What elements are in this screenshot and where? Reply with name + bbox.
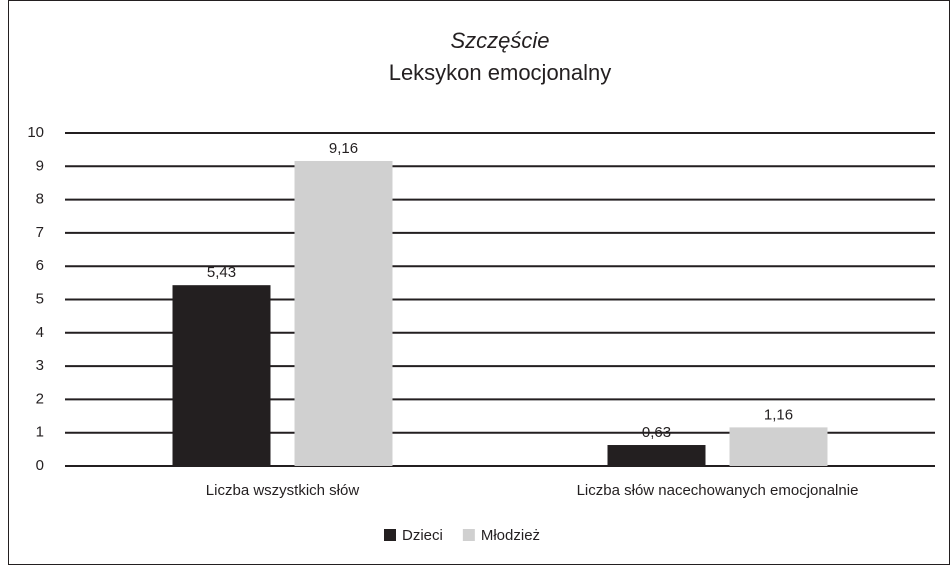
y-tick-label: 5: [36, 290, 44, 307]
bar: [294, 160, 393, 467]
legend-label: Dzieci: [402, 527, 443, 544]
legend-swatch: [462, 529, 475, 541]
bar: [172, 285, 271, 466]
y-tick-label: 6: [36, 257, 44, 274]
y-tick-label: 1: [36, 424, 44, 441]
value-label: 1,16: [764, 406, 793, 423]
y-tick-label: 3: [36, 357, 44, 374]
value-label: 0,63: [642, 424, 671, 441]
bar: [729, 427, 828, 466]
legend-label: Młodzież: [481, 527, 540, 544]
y-tick-label: 0: [36, 457, 44, 474]
y-tick-label: 8: [36, 191, 44, 208]
y-tick-label: 9: [36, 157, 44, 174]
y-tick-label: 2: [36, 390, 44, 407]
value-label: 5,43: [207, 264, 236, 281]
y-tick-label: 4: [36, 324, 44, 341]
x-tick-label: Liczba wszystkich słów: [206, 482, 360, 499]
chart-title: Szczęście: [450, 28, 549, 53]
bar: [607, 445, 706, 466]
y-tick-label: 7: [36, 224, 44, 241]
chart-frame: [8, 0, 950, 565]
chart-subtitle: Leksykon emocjonalny: [389, 60, 612, 85]
y-tick-label: 10: [27, 124, 44, 141]
value-label: 9,16: [329, 140, 358, 157]
legend-swatch: [384, 529, 396, 541]
x-tick-label: Liczba słów nacechowanych emocjonalnie: [577, 482, 859, 499]
